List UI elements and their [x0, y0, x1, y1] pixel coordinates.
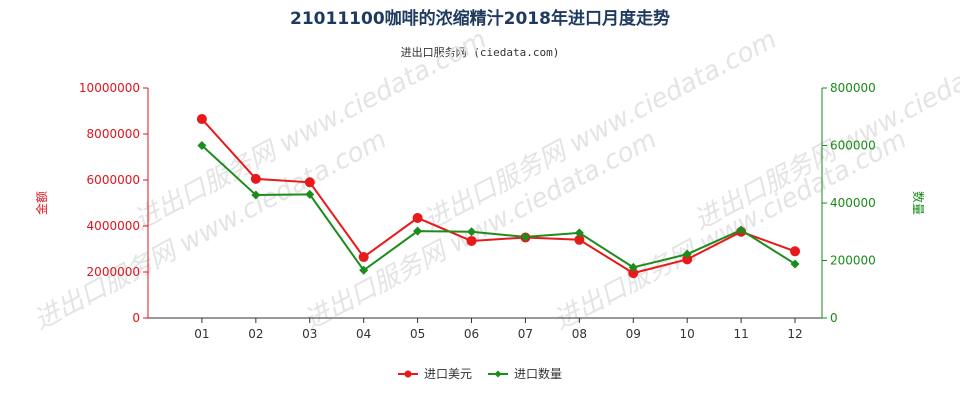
series2-point	[197, 141, 207, 150]
series1-point	[466, 235, 477, 246]
legend-label-series2: 进口数量	[514, 366, 562, 381]
x-tick-label: 03	[302, 327, 317, 341]
series1-point	[790, 246, 801, 257]
x-tick-label: 08	[572, 327, 587, 341]
legend-item-series1[interactable]: 进口美元	[398, 367, 472, 381]
chart-title: 21011100咖啡的浓缩精汁2018年进口月度走势	[290, 8, 670, 29]
x-tick-label: 02	[248, 327, 263, 341]
left-axis-title: 金额	[34, 191, 49, 215]
series1-point	[412, 212, 423, 223]
x-tick-label: 12	[787, 327, 802, 341]
series-line-1	[201, 118, 796, 275]
right-tick-label: 400000	[830, 196, 876, 210]
series2-point	[520, 232, 530, 242]
series2-point	[413, 226, 423, 236]
right-tick-label: 600000	[830, 139, 876, 153]
legend: 进口美元 进口数量	[398, 366, 562, 381]
series-layer	[196, 114, 801, 279]
left-tick-label: 2000000	[87, 265, 140, 279]
series2-point	[790, 259, 800, 269]
right-tick-label: 200000	[830, 254, 876, 268]
x-tick-label: 06	[464, 327, 479, 341]
series2-point	[251, 190, 261, 200]
x-tick-label: 09	[626, 327, 641, 341]
legend-label-series1: 进口美元	[424, 367, 472, 381]
chart-subtitle: 进出口服务网 (ciedata.com)	[401, 45, 560, 59]
left-tick-label: 6000000	[87, 173, 140, 187]
legend-marker-series2	[494, 370, 502, 378]
series2-point	[736, 225, 746, 235]
series2-point	[574, 228, 584, 238]
right-tick-label: 800000	[830, 81, 876, 95]
x-tick-label: 01	[194, 327, 209, 341]
series2-point	[359, 265, 369, 275]
series1-point	[574, 234, 585, 245]
series1-point	[358, 252, 369, 263]
left-tick-label: 8000000	[87, 127, 140, 141]
right-tick-label: 0	[830, 311, 838, 325]
x-tick-label: 11	[733, 327, 748, 341]
axes: 0200000040000006000000800000010000000020…	[79, 81, 876, 341]
series1-point	[304, 177, 315, 188]
series1-point	[628, 268, 639, 279]
left-tick-label: 0	[132, 311, 140, 325]
x-tick-label: 07	[518, 327, 533, 341]
series1-point	[250, 173, 261, 184]
series2-point	[467, 227, 477, 237]
series1-point	[682, 254, 693, 265]
series-line-2	[201, 144, 796, 272]
x-tick-label: 10	[680, 327, 695, 341]
series2-point	[305, 189, 315, 199]
series2-point	[682, 249, 692, 259]
x-tick-label: 04	[356, 327, 371, 341]
legend-marker-series1	[404, 370, 412, 378]
right-axis-title: 数量	[911, 191, 926, 215]
series1-point	[196, 114, 207, 125]
left-tick-label: 10000000	[79, 81, 140, 95]
left-tick-label: 4000000	[87, 219, 140, 233]
series2-point	[628, 262, 638, 272]
x-tick-label: 05	[410, 327, 425, 341]
legend-item-series2[interactable]: 进口数量	[488, 366, 562, 381]
